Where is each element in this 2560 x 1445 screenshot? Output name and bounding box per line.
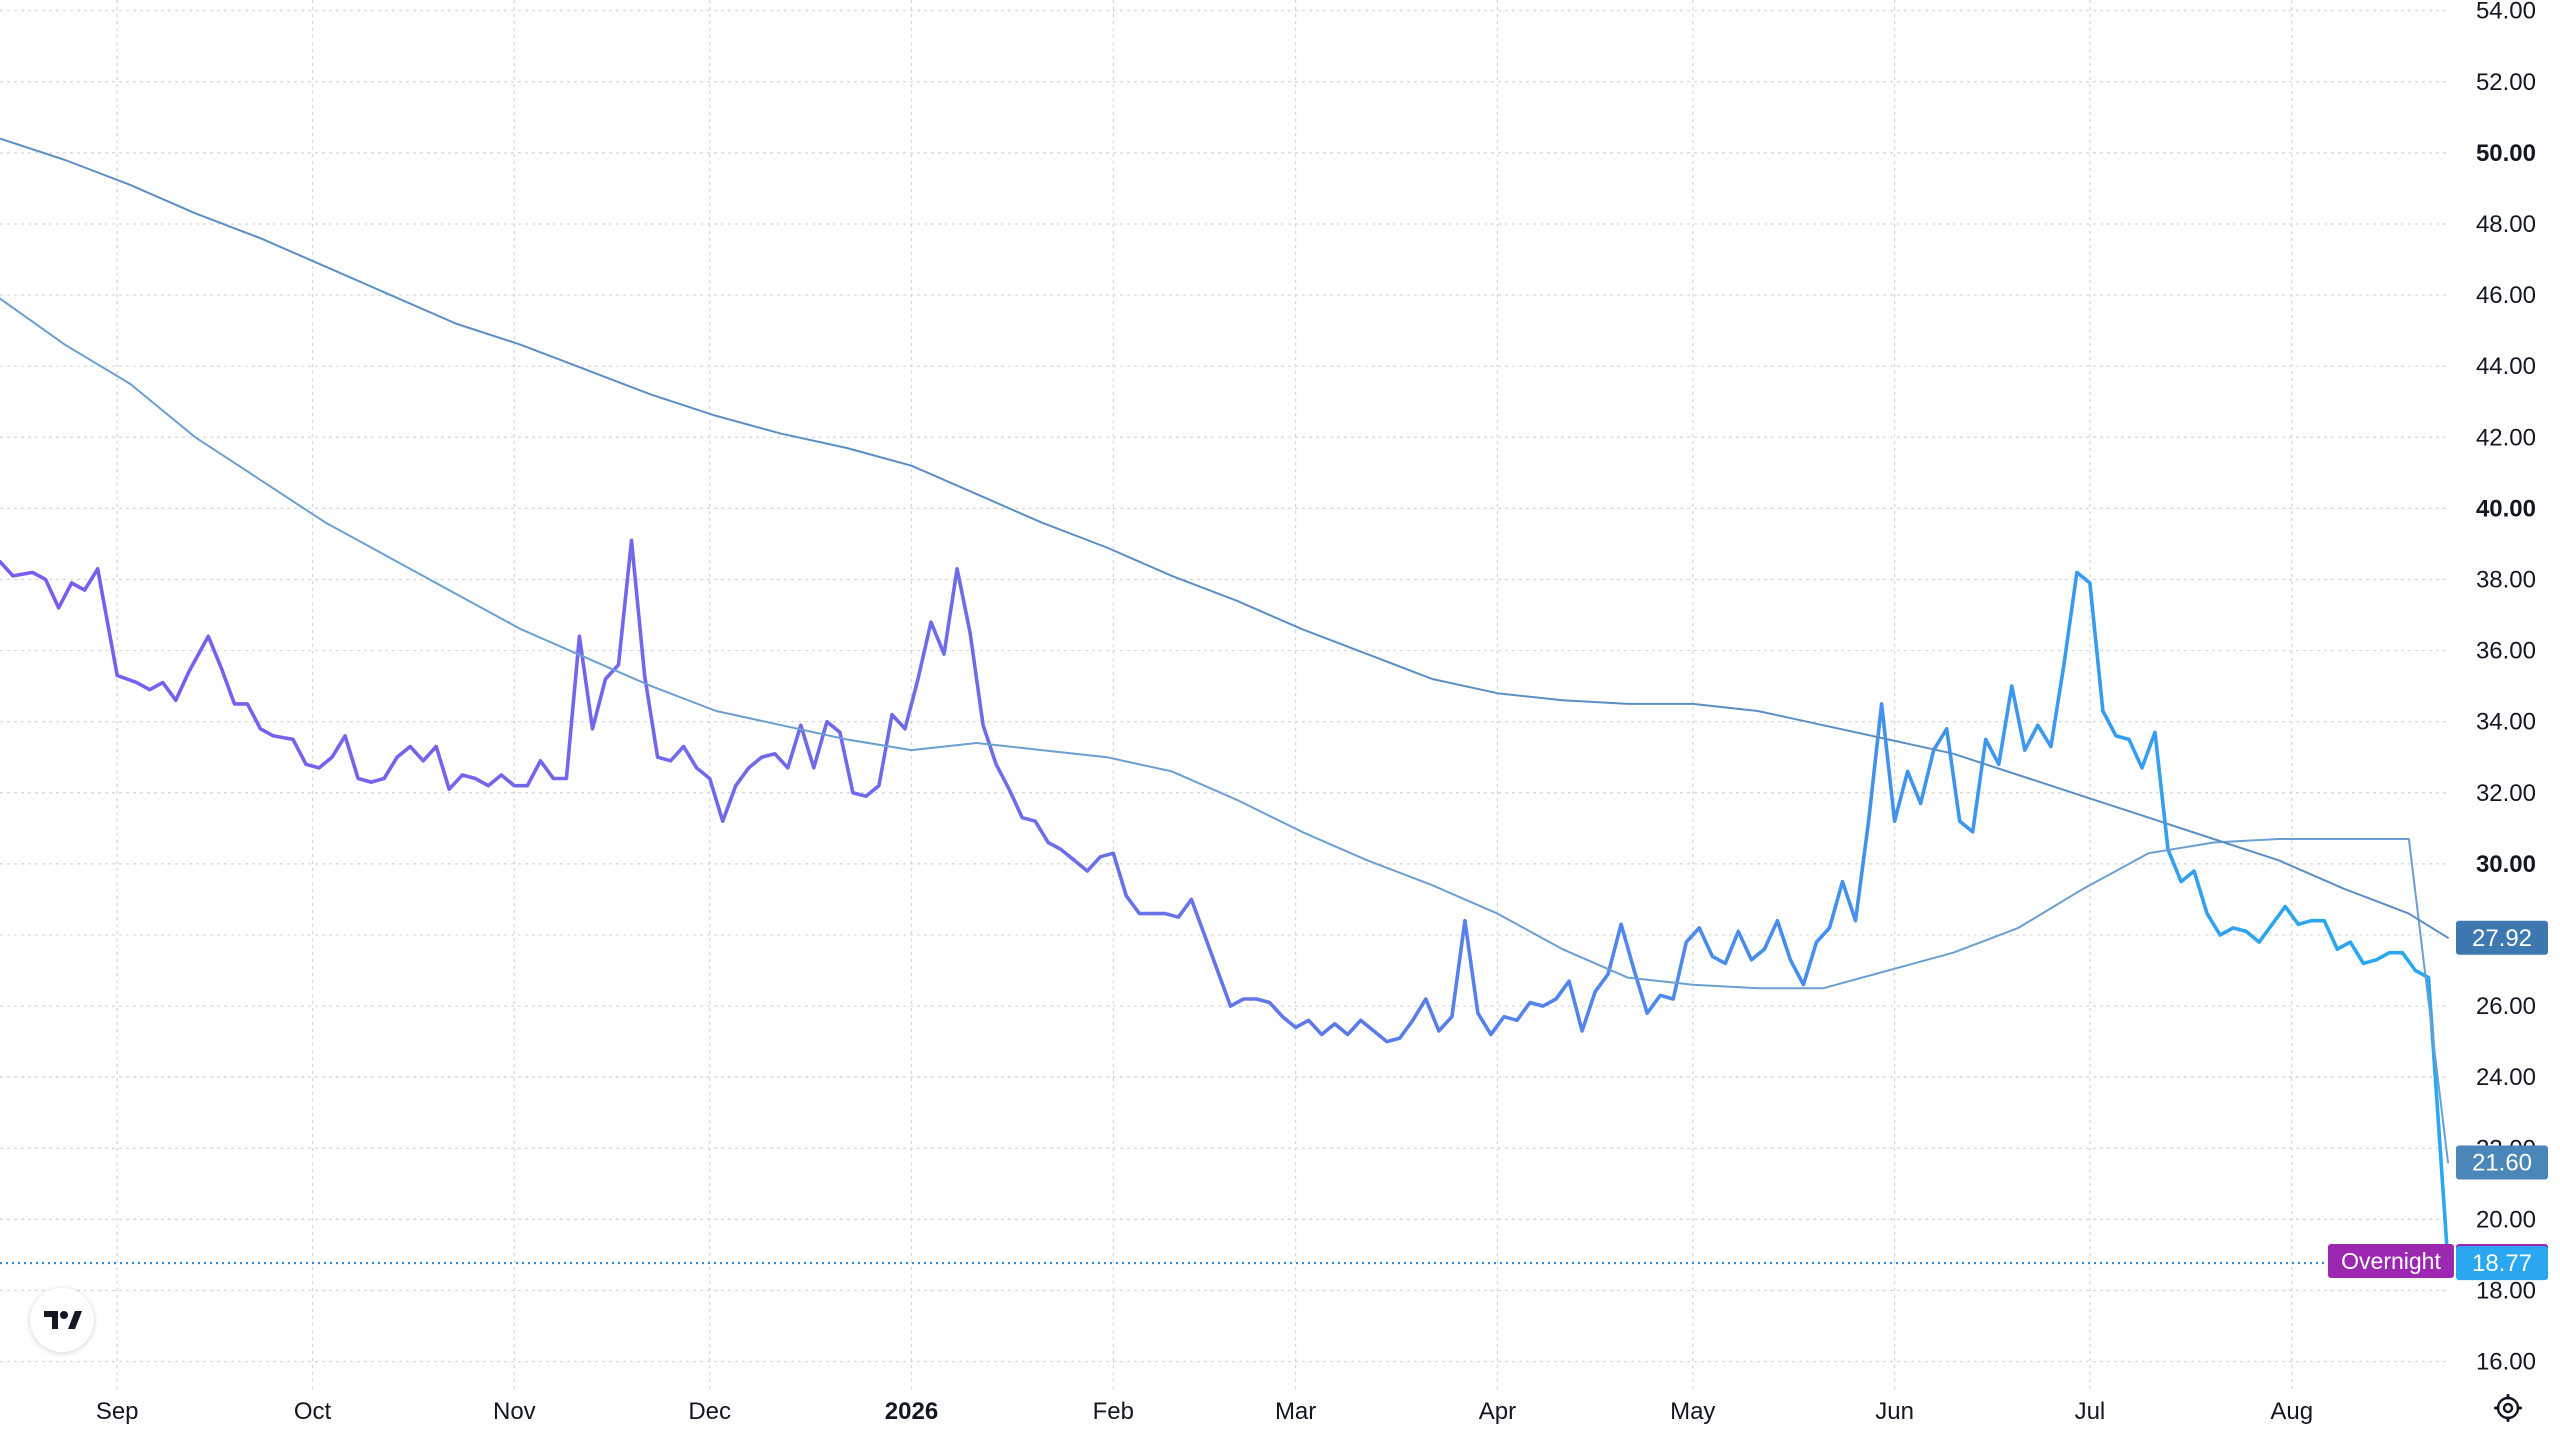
x-tick-label: Jul: [2075, 1398, 2106, 1425]
moving-average-short-line: [0, 297, 2449, 1164]
y-tick-label: 54.00: [2476, 0, 2536, 25]
y-tick-label: 16.00: [2476, 1349, 2536, 1376]
y-tick-label: 52.00: [2476, 69, 2536, 96]
y-tick-label: 44.00: [2476, 353, 2536, 380]
price-badge-background: [2456, 920, 2548, 955]
x-tick-label: Nov: [493, 1398, 536, 1425]
price-badge-label: 18.77: [2472, 1250, 2532, 1277]
y-tick-label: 20.00: [2476, 1206, 2536, 1233]
price-line: [0, 538, 2450, 1265]
tradingview-logo-icon[interactable]: [30, 1288, 94, 1352]
x-tick-label: Mar: [1275, 1398, 1316, 1425]
y-tick-label: 32.00: [2476, 780, 2536, 807]
x-tick-label: Jun: [1875, 1398, 1914, 1425]
x-axis[interactable]: Sep Oct Nov Dec 2026 Feb Mar Apr May Jun Jul Aug: [96, 1398, 2313, 1425]
y-tick-label: 42.00: [2476, 424, 2536, 451]
overnight-tag-label: Overnight: [2341, 1248, 2441, 1274]
x-tick-label: Sep: [96, 1398, 139, 1425]
y-tick-label: 34.00: [2476, 709, 2536, 736]
y-tick-label: 26.00: [2476, 993, 2536, 1020]
ma-long-badge: 27.92: [2456, 920, 2548, 955]
y-tick-label: 18.00: [2476, 1277, 2536, 1304]
price-badge-label: 21.60: [2472, 1149, 2532, 1176]
x-tick-label: Dec: [688, 1398, 731, 1425]
ma-short-badge: 21.60: [2456, 1145, 2548, 1180]
y-tick-label: 30.00: [2476, 851, 2536, 878]
y-tick-label: 38.00: [2476, 566, 2536, 593]
x-tick-label: Apr: [1479, 1398, 1516, 1425]
x-tick-label: 2026: [885, 1398, 938, 1425]
gear-icon: [2494, 1394, 2522, 1422]
y-tick-label: 40.00: [2476, 495, 2536, 522]
price-badge-label: 27.92: [2472, 925, 2532, 952]
y-tick-label: 24.00: [2476, 1064, 2536, 1091]
tradingview-logo-icon: [44, 1311, 82, 1329]
y-tick-label: 48.00: [2476, 211, 2536, 238]
x-tick-label: Feb: [1093, 1398, 1134, 1425]
y-tick-label: 36.00: [2476, 638, 2536, 665]
x-tick-label: May: [1670, 1398, 1715, 1425]
series-layer: [0, 137, 2450, 1265]
grid: [0, 0, 2448, 1390]
x-tick-label: Oct: [294, 1398, 332, 1425]
price-badge-background: [2456, 1246, 2548, 1281]
last-price-badge: 18.77: [2456, 1246, 2548, 1281]
overnight-tag-background: [2328, 1243, 2454, 1278]
y-tick-label: 50.00: [2476, 140, 2536, 167]
x-tick-label: Aug: [2270, 1398, 2313, 1425]
y-tick-label: 46.00: [2476, 282, 2536, 309]
price-badge-background: [2456, 1145, 2548, 1180]
moving-average-long-line: [0, 137, 2449, 939]
gear-icon[interactable]: [2490, 1390, 2526, 1426]
